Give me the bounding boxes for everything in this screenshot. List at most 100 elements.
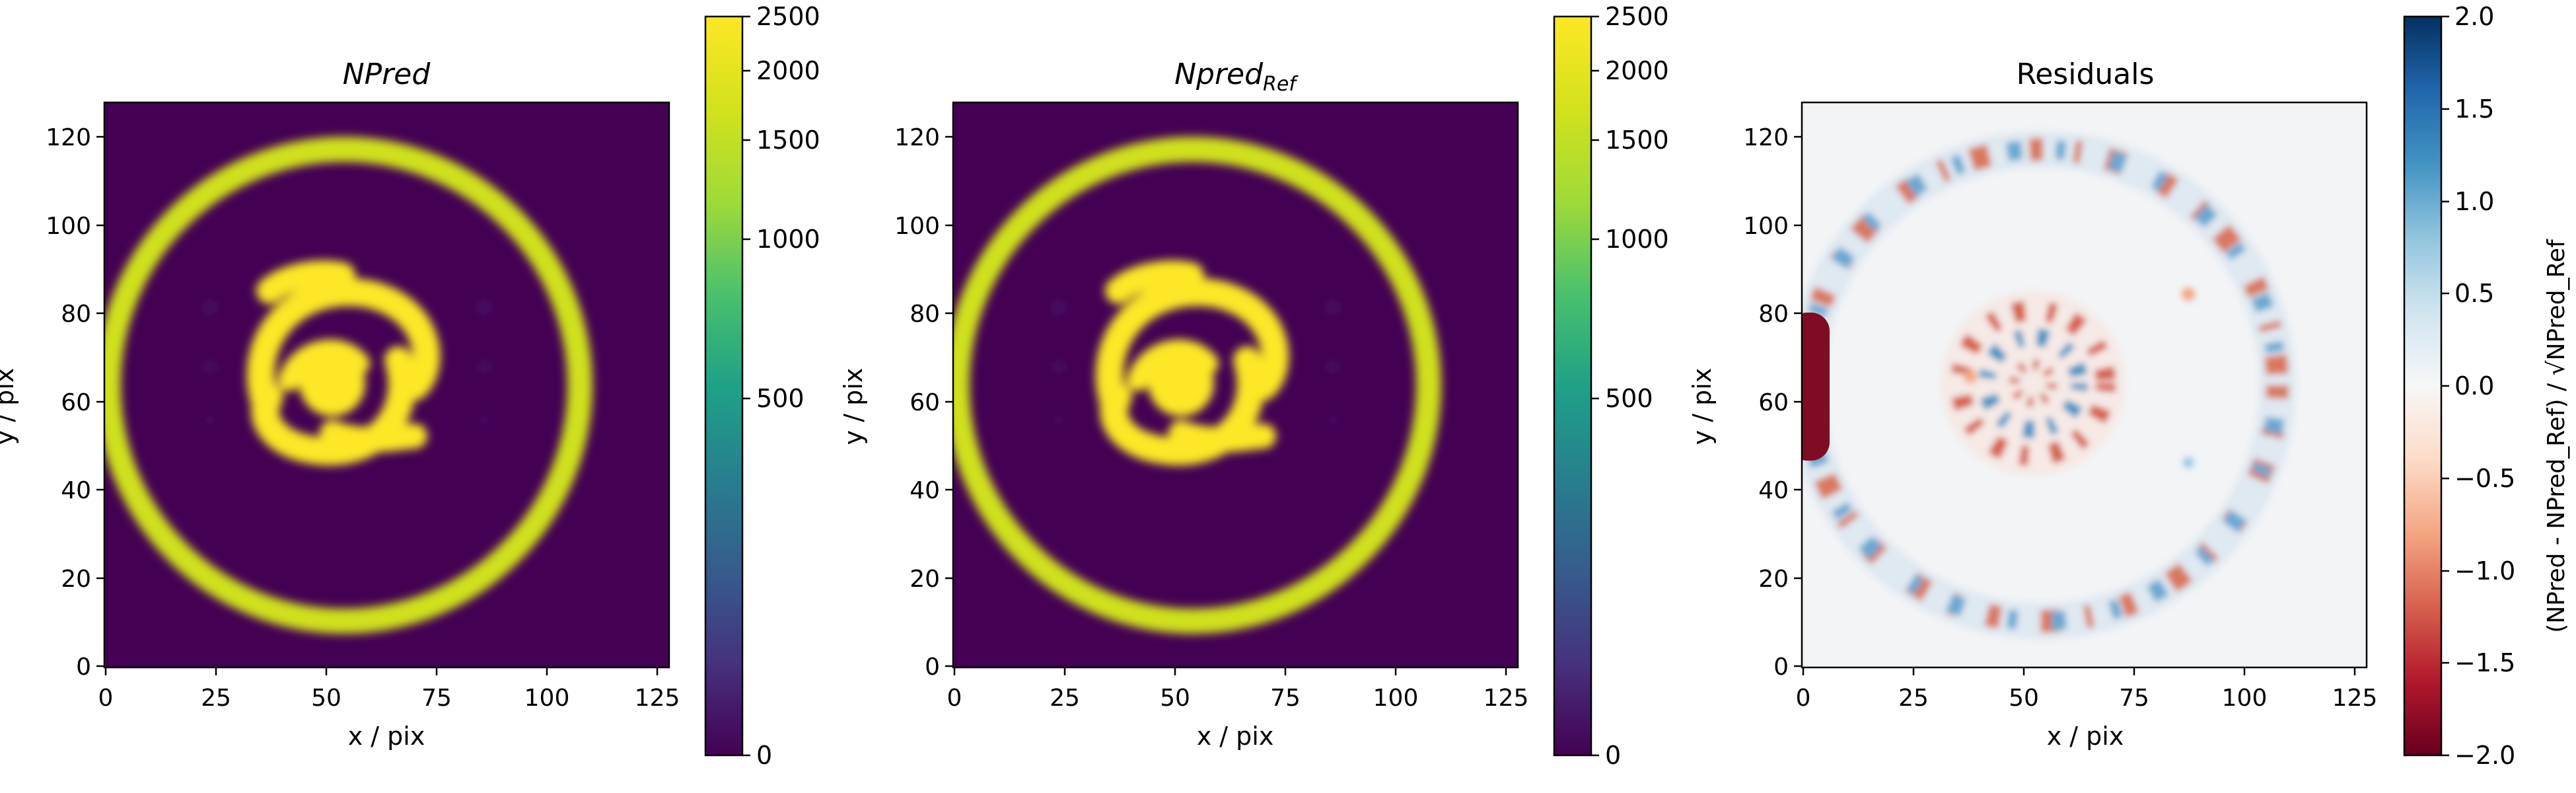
npred-faint-blob (203, 301, 217, 314)
npred-ref-colorbar-tick-label: 0 (1605, 741, 1621, 770)
residuals-blob (2183, 457, 2194, 468)
npred-y-tick-label: 100 (46, 213, 91, 240)
residuals-x-tick-label: 25 (1898, 685, 1929, 712)
residuals-core-blue (1978, 328, 2088, 438)
npred-ref-y-tick-label: 60 (910, 389, 940, 416)
residuals-x-tick-label: 0 (1796, 685, 1811, 712)
npred-colorbar-tick-label: 0 (756, 741, 772, 770)
npred-ref-x-axis-label: x / pix (1197, 722, 1274, 751)
panel-residuals: Residuals 0 25 50 (1688, 2, 2570, 770)
residuals-x-tick-label: 75 (2119, 685, 2149, 712)
npred-ref-y-axis-label: y / pix (839, 368, 868, 445)
npred-ref-axes-frame (952, 101, 1519, 669)
npred-faint-blob (479, 414, 489, 425)
npred-ring (104, 137, 592, 634)
npred-image (104, 102, 669, 667)
npred-ref-faint-blob (1326, 301, 1340, 314)
npred-ref-x-tick-label: 75 (1270, 685, 1301, 712)
npred-y-tick-label: 80 (61, 301, 91, 328)
residuals-y-axis-label: y / pix (1688, 368, 1717, 445)
residuals-y-ticks: 0 20 40 60 80 100 120 (1743, 124, 1802, 681)
npred-colorbar-tick-label: 2500 (756, 2, 820, 31)
residuals-y-tick-label: 120 (1743, 124, 1789, 151)
residuals-ring-red (1802, 138, 2289, 632)
npred-ref-faint-blob (1054, 414, 1064, 425)
npred-x-tick-label: 100 (524, 685, 570, 712)
npred-ref-y-ticks: 0 20 40 60 80 100 120 (894, 124, 953, 681)
npred-axes-frame (103, 101, 670, 669)
residuals-colorbar-tick-label: −2.0 (2454, 741, 2515, 770)
residuals-colorbar-label: (NPred - NPred_Ref) / √NPred_Ref (2543, 239, 2570, 633)
panel-npred-ref: NpredRef (839, 2, 1669, 770)
residuals-colorbar-tick-label: −1.5 (2454, 648, 2515, 677)
residuals-colorbar-tick-label: −1.0 (2454, 556, 2515, 585)
residuals-colorbar-ticks: −2.0 −1.5 −1.0 −0.5 0.0 0.5 1.0 1.5 2.0 (2441, 2, 2515, 770)
npred-ref-faint-blob (1328, 414, 1338, 425)
npred-ref-spiral-galaxy (1095, 260, 1289, 466)
residuals-edge-blob (1802, 313, 1830, 461)
npred-y-tick-label: 40 (61, 477, 91, 504)
npred-ref-x-tick-label: 0 (947, 685, 962, 712)
residuals-x-tick-label: 50 (2009, 685, 2039, 712)
panel-residuals-title: Residuals (2017, 57, 2155, 91)
npred-faint-blob (478, 301, 491, 314)
npred-ref-faint-blob (1053, 361, 1065, 373)
npred-colorbar-ticks: 0 500 1000 1500 2000 2500 (742, 2, 820, 770)
npred-ref-colorbar-tick-label: 1500 (1605, 126, 1669, 155)
npred-spiral-galaxy (246, 260, 441, 466)
residuals-x-tick-label: 100 (2222, 685, 2268, 712)
npred-colorbar-tick-label: 500 (756, 384, 805, 413)
residuals-core-halo (1941, 291, 2126, 476)
npred-ref-y-tick-label: 120 (894, 124, 940, 151)
npred-ref-colorbar-tick-label: 1000 (1605, 225, 1669, 254)
npred-ref-x-tick-label: 50 (1160, 685, 1190, 712)
npred-colorbar (704, 15, 744, 757)
npred-y-tick-label: 120 (46, 124, 91, 151)
npred-y-ticks: 0 20 40 60 80 100 120 (46, 124, 104, 681)
panel-npred: NPred (0, 2, 820, 770)
npred-faint-blob (205, 414, 215, 425)
npred-ref-y-tick-label: 20 (910, 566, 940, 593)
residuals-blob (2182, 287, 2195, 301)
npred-y-axis-label: y / pix (0, 368, 19, 445)
npred-y-tick-label: 0 (76, 654, 91, 681)
npred-ref-ring (953, 137, 1441, 634)
npred-ref-y-tick-label: 0 (925, 654, 940, 681)
residuals-colorbar (2403, 15, 2443, 757)
npred-x-ticks: 0 25 50 75 100 125 (98, 667, 680, 712)
residuals-image (1802, 102, 2367, 667)
npred-x-tick-label: 75 (421, 685, 452, 712)
npred-x-tick-label: 0 (98, 685, 114, 712)
npred-ref-colorbar (1553, 15, 1592, 757)
npred-ref-x-tick-label: 125 (1484, 685, 1529, 712)
npred-ref-y-tick-label: 80 (910, 301, 940, 328)
npred-ref-y-tick-label: 100 (894, 213, 940, 240)
npred-ref-faint-blob (1052, 301, 1065, 314)
npred-colorbar-tick-label: 1000 (756, 225, 820, 254)
npred-x-tick-label: 125 (635, 685, 680, 712)
residuals-core-inner (2009, 359, 2057, 407)
residuals-x-axis-label: x / pix (2047, 722, 2124, 751)
panel-npred-ref-title: NpredRef (1174, 57, 1299, 96)
residuals-blob (1964, 370, 1977, 383)
residuals-y-tick-label: 100 (1743, 213, 1789, 240)
npred-ref-x-ticks: 0 25 50 75 100 125 (947, 667, 1529, 712)
residuals-colorbar-tick-label: 2.0 (2454, 2, 2494, 31)
npred-ref-colorbar-tick-label: 500 (1605, 384, 1653, 413)
npred-ref-faint-blob (1327, 361, 1339, 373)
npred-ref-x-tick-label: 100 (1373, 685, 1419, 712)
residuals-x-ticks: 0 25 50 75 100 125 (1796, 667, 2377, 712)
npred-faint-blob (204, 361, 216, 373)
npred-colorbar-tick-label: 2000 (756, 56, 820, 85)
npred-y-tick-label: 60 (61, 389, 91, 416)
npred-colorbar-tick-label: 1500 (756, 126, 820, 155)
npred-x-tick-label: 50 (311, 685, 341, 712)
panel-npred-title: NPred (343, 57, 431, 91)
residuals-colorbar-tick-label: −0.5 (2454, 464, 2515, 493)
residuals-core-red (1950, 301, 2116, 466)
npred-ref-colorbar-tick-label: 2000 (1605, 56, 1669, 85)
npred-y-tick-label: 20 (61, 566, 91, 593)
npred-ref-image (953, 102, 1518, 667)
residuals-y-tick-label: 40 (1758, 477, 1789, 504)
residuals-axes-frame (1801, 101, 2368, 669)
